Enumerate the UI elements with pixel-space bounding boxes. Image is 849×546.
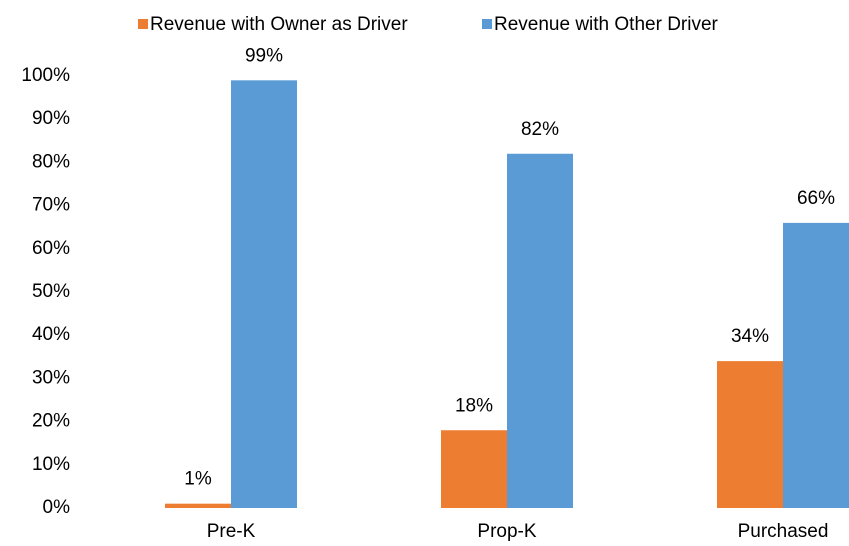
bar [165, 503, 231, 508]
x-tick-label: Pre-K [207, 521, 256, 542]
legend-label: Revenue with Owner as Driver [150, 14, 408, 35]
y-tick-label: 50% [32, 281, 70, 302]
y-tick-label: 60% [32, 238, 70, 259]
bar [231, 80, 297, 508]
y-tick-label: 10% [32, 454, 70, 475]
data-label: 18% [455, 395, 493, 416]
data-label: 1% [184, 469, 212, 490]
y-tick-label: 0% [43, 497, 71, 518]
data-label: 34% [731, 326, 769, 347]
y-tick-label: 70% [32, 195, 70, 216]
bar [441, 430, 507, 508]
data-label: 99% [245, 45, 283, 66]
bar [507, 153, 573, 508]
bar [717, 361, 783, 508]
data-label: 82% [521, 119, 559, 140]
legend-swatch [138, 19, 148, 29]
y-tick-label: 80% [32, 151, 70, 172]
x-tick-label: Purchased [738, 521, 829, 542]
y-tick-label: 20% [32, 411, 70, 432]
y-tick-label: 100% [21, 65, 70, 86]
data-label: 66% [797, 188, 835, 209]
y-tick-label: 90% [32, 108, 70, 129]
legend-label: Revenue with Other Driver [494, 14, 719, 35]
y-tick-label: 40% [32, 324, 70, 345]
y-tick-label: 30% [32, 367, 70, 388]
bar [783, 222, 849, 508]
x-tick-label: Prop-K [477, 521, 536, 542]
legend-swatch [482, 19, 492, 29]
